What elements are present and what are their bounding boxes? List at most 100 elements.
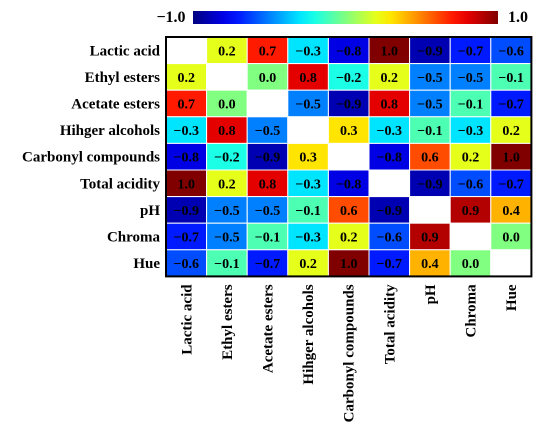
heatmap-cell (287, 249, 329, 277)
heatmap-cell (449, 89, 492, 118)
column-label: pH (423, 284, 439, 304)
cell-value-label: −0.2 (336, 71, 361, 86)
column-label: Hihger alcohols (301, 284, 317, 384)
cell-value-label: −0.6 (377, 231, 402, 246)
heatmap-cell (246, 116, 289, 144)
row-label: Hihger alcohols (60, 123, 160, 139)
heatmap-cell (409, 169, 451, 198)
cell-value-label: 0.6 (421, 151, 439, 166)
heatmap-cell (409, 63, 451, 91)
heatmap-cell (327, 249, 370, 277)
heatmap-cell (449, 196, 492, 224)
heatmap-cell (449, 169, 492, 198)
heatmap-cell (206, 249, 248, 277)
heatmap-cell (490, 169, 532, 198)
heatmap-cell-diagonal (287, 116, 329, 144)
heatmap-cell-diagonal (327, 142, 370, 171)
cell-value-label: 0.4 (421, 257, 439, 272)
heatmap-cell (246, 249, 289, 277)
cell-value-label: −0.8 (174, 151, 199, 166)
heatmap-cell (409, 89, 451, 118)
cell-value-label: −0.1 (214, 257, 239, 272)
cell-value-label: −0.5 (255, 124, 280, 139)
cell-value-label: −0.5 (417, 71, 442, 86)
heatmap-cell (368, 89, 411, 118)
cell-value-label: −0.1 (255, 231, 280, 246)
cell-value-label: 0.8 (381, 98, 399, 113)
row-label: Ethyl esters (85, 70, 161, 86)
heatmap-cell (287, 89, 329, 118)
cell-value-label: 0.2 (381, 71, 399, 86)
cell-value-label: 0.9 (421, 231, 439, 246)
heatmap-cell (490, 196, 532, 224)
cell-value-label: 0.0 (259, 71, 277, 86)
cell-value-label: 0.3 (340, 124, 358, 139)
cell-value-label: −0.9 (174, 204, 199, 219)
heatmap-cell (246, 63, 289, 91)
heatmap-cell (206, 36, 248, 65)
heatmap-cell-diagonal (165, 36, 208, 65)
heatmap-cell (327, 63, 370, 91)
colorbar (193, 11, 498, 24)
cell-value-label: −0.8 (336, 44, 361, 59)
cell-value-label: 0.8 (259, 177, 277, 192)
cell-value-label: 0.0 (502, 231, 520, 246)
row-label: Chroma (107, 230, 161, 246)
cell-value-label: −0.1 (498, 71, 523, 86)
heatmap-cell (490, 63, 532, 91)
cell-value-label: 0.2 (178, 71, 196, 86)
cell-value-label: −0.3 (458, 124, 483, 139)
colorbar-max-label: 1.0 (508, 9, 528, 26)
row-label: Carbonyl compounds (22, 150, 160, 166)
row-label: Total acidity (80, 176, 160, 192)
column-label: Lactic acid (179, 284, 195, 355)
column-label: Carbonyl compounds (342, 284, 358, 422)
cell-value-label: 0.9 (462, 204, 480, 219)
cell-value-label: −0.9 (255, 151, 280, 166)
heatmap-cell (449, 249, 492, 277)
cell-value-label: 0.2 (218, 177, 236, 192)
cell-value-label: −0.1 (417, 124, 442, 139)
column-label: Ethyl esters (220, 284, 236, 360)
colorbar-min-label: −1.0 (156, 9, 185, 26)
cell-value-label: 1.0 (178, 177, 196, 192)
cell-value-label: −0.8 (377, 151, 402, 166)
heatmap-cell-diagonal (449, 222, 492, 251)
cell-value-label: −0.7 (458, 44, 483, 59)
cell-value-label: −0.3 (295, 231, 320, 246)
heatmap-cell (206, 169, 248, 198)
heatmap-cell (287, 142, 329, 171)
cell-value-label: 0.3 (299, 151, 317, 166)
cell-value-label: 0.2 (462, 151, 480, 166)
heatmap-cell-diagonal (206, 63, 248, 91)
cell-value-label: −0.9 (417, 44, 442, 59)
cell-value-label: −0.5 (255, 204, 280, 219)
heatmap-cell (327, 169, 370, 198)
heatmap-cell (368, 196, 411, 224)
cell-value-label: 1.0 (381, 44, 399, 59)
colorbar-gradient (193, 11, 498, 24)
heatmap-cell (368, 116, 411, 144)
cell-value-label: 1.0 (502, 151, 520, 166)
cell-value-label: 0.2 (218, 44, 236, 59)
heatmap-cell (409, 36, 451, 65)
heatmap-border (165, 36, 533, 278)
heatmap-cell (246, 222, 289, 251)
cell-value-label: −0.6 (174, 257, 199, 272)
heatmap-cell-diagonal (246, 89, 289, 118)
heatmap-cell-diagonal (490, 249, 532, 277)
cell-value-label: 0.2 (340, 231, 358, 246)
cell-value-label: 0.2 (502, 124, 520, 139)
cell-value-label: 0.8 (299, 71, 317, 86)
cell-value-label: 0.0 (462, 257, 480, 272)
cell-value-label: −0.5 (417, 98, 442, 113)
row-label: Hue (133, 256, 160, 272)
cell-value-label: 0.2 (299, 257, 317, 272)
cell-value-label: −0.1 (295, 204, 320, 219)
heatmap-cell (327, 222, 370, 251)
heatmap-cell (327, 89, 370, 118)
cell-value-label: −0.5 (214, 231, 239, 246)
heatmap-cell-diagonal (409, 196, 451, 224)
cell-value-label: −0.7 (498, 98, 523, 113)
row-label: Acetate esters (71, 97, 160, 113)
